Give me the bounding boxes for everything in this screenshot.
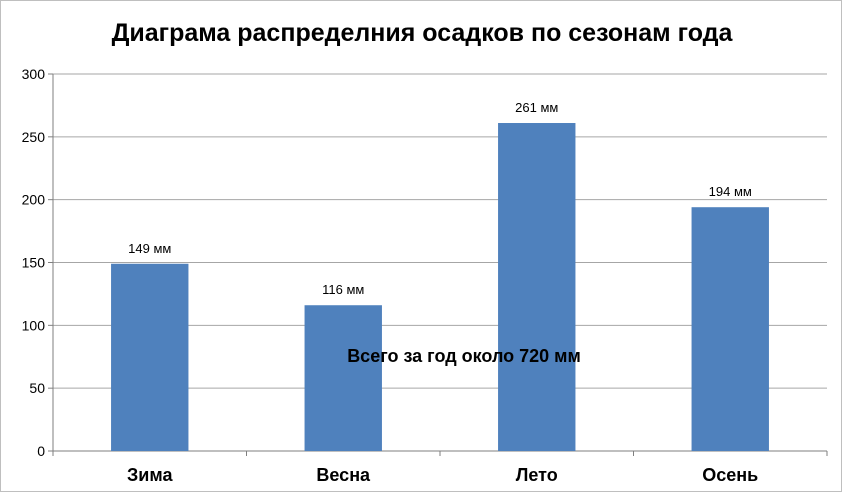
y-tick-label: 0 <box>37 443 45 459</box>
category-label: Осень <box>702 465 758 485</box>
category-label: Весна <box>316 465 371 485</box>
y-tick-label: 150 <box>22 255 46 271</box>
category-label: Лето <box>516 465 558 485</box>
data-label: 194 мм <box>709 184 752 199</box>
data-label: 261 мм <box>515 100 558 115</box>
bar-1 <box>111 263 189 451</box>
bar-2 <box>304 305 382 451</box>
annotation-total: Всего за год около 720 мм <box>347 346 581 366</box>
category-label: Зима <box>127 465 173 485</box>
y-tick-label: 100 <box>22 317 46 333</box>
y-tick-label: 250 <box>22 129 46 145</box>
data-label: 149 мм <box>128 241 171 256</box>
y-tick-label: 200 <box>22 192 46 208</box>
bar-4 <box>691 207 769 451</box>
data-label: 116 мм <box>322 282 364 297</box>
chart-title: Диаграма распределния осадков по сезонам… <box>111 19 733 47</box>
y-tick-label: 50 <box>29 380 45 396</box>
bar-3 <box>498 123 576 451</box>
y-tick-label: 300 <box>22 66 46 82</box>
